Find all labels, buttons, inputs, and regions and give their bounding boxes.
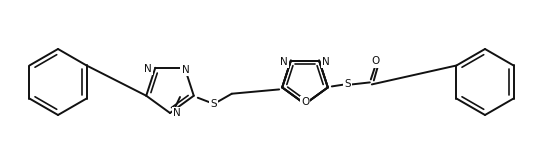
- Text: N: N: [322, 57, 330, 67]
- Text: S: S: [211, 99, 217, 109]
- Text: N: N: [173, 108, 181, 118]
- Text: O: O: [301, 97, 309, 107]
- Text: N: N: [182, 65, 190, 75]
- Text: S: S: [344, 79, 351, 89]
- Text: N: N: [143, 64, 151, 74]
- Text: O: O: [372, 56, 380, 66]
- Text: N: N: [280, 57, 288, 67]
